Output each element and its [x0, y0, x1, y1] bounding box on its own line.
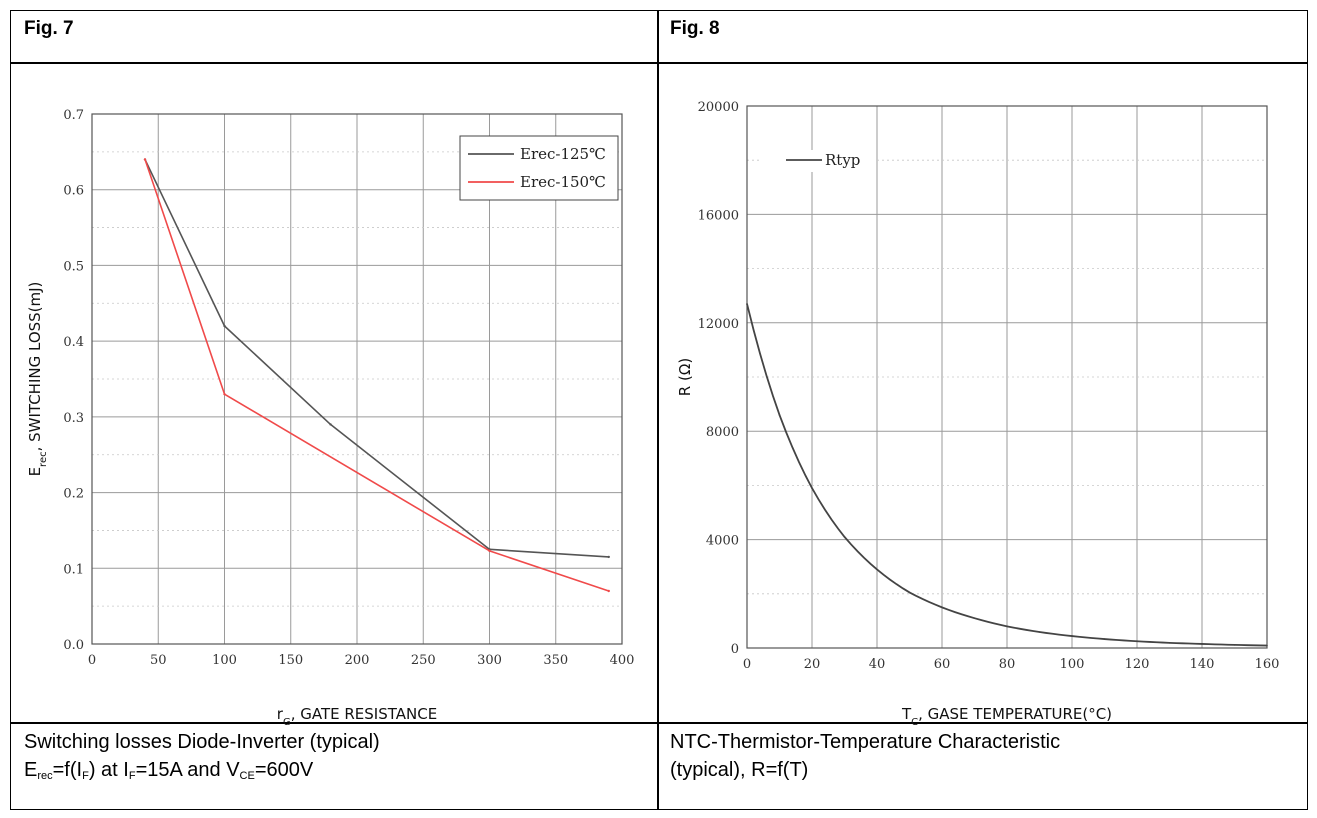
data-point — [1071, 635, 1073, 637]
legend-label: Erec-150℃ — [520, 173, 606, 191]
y-tick-label: 0.5 — [63, 259, 84, 274]
fig8-caption: NTC-Thermistor-Temperature Characteristi… — [670, 728, 1060, 784]
data-point — [143, 158, 147, 161]
fig7-chart: 0 50 100 150 200 250 300 350 400 0.0 0.1 0.2 0.3 0.4 0… — [26, 108, 635, 728]
fig8-title: Fig. 8 — [670, 18, 720, 39]
x-tick-label: 20 — [804, 657, 821, 672]
data-point — [607, 589, 610, 593]
fig7-caption: Switching losses Diode-Inverter (typical… — [24, 728, 380, 790]
y-tick-label: 4000 — [706, 534, 739, 549]
y-axis-label: R (Ω) — [676, 358, 694, 396]
y-tick-label: 0.7 — [63, 108, 84, 123]
x-tick-label: 160 — [1255, 657, 1280, 672]
fig8-chart: 0 20 40 60 80 100 120 140 160 0 4000 8000 12000 16000… — [676, 100, 1280, 728]
legend: Rtyp — [760, 150, 874, 172]
x-tick-label: 300 — [477, 653, 502, 668]
data-point — [973, 617, 976, 619]
x-tick-label: 150 — [278, 653, 303, 668]
y-tick-label: 12000 — [698, 317, 739, 332]
data-point — [223, 324, 226, 328]
data-point — [778, 414, 781, 416]
x-tick-label: 120 — [1125, 657, 1150, 672]
x-tick-label: 140 — [1190, 657, 1215, 672]
data-point — [811, 487, 813, 489]
y-tick-label: 0.2 — [63, 487, 84, 502]
x-tick-label: 0 — [743, 657, 751, 672]
legend-label: Rtyp — [825, 151, 860, 169]
y-tick-label: 0.1 — [63, 562, 84, 577]
y-tick-label: 0.4 — [63, 335, 84, 350]
x-tick-label: 50 — [150, 653, 167, 668]
x-tick-label: 200 — [345, 653, 370, 668]
y-tick-label: 0.6 — [63, 184, 84, 199]
x-tick-label: 400 — [610, 653, 635, 668]
fig7-title: Fig. 7 — [24, 18, 74, 39]
legend-box — [760, 150, 874, 172]
grid — [746, 105, 1268, 649]
data-point — [1038, 631, 1041, 633]
x-axis-label: TC, GASE TEMPERATURE(°C) — [901, 705, 1112, 728]
y-tick-label: 16000 — [698, 208, 739, 223]
x-tick-label: 350 — [543, 653, 568, 668]
data-point — [843, 536, 846, 538]
legend: Erec-125℃ Erec-150℃ — [459, 135, 619, 201]
series-line-erec-125- — [144, 159, 609, 558]
data-point — [876, 568, 878, 571]
data-point — [1266, 644, 1268, 647]
fig8-caption-line1: NTC-Thermistor-Temperature Characteristi… — [670, 731, 1061, 753]
data-point — [1103, 638, 1106, 640]
y-tick-label: 0 — [731, 642, 739, 657]
x-tick-label: 80 — [999, 657, 1016, 672]
data-point — [908, 591, 911, 594]
data-point — [1201, 643, 1203, 645]
legend-box — [459, 135, 619, 201]
panel-divider — [657, 10, 659, 810]
x-tick-label: 250 — [411, 653, 436, 668]
y-tick-label: 20000 — [698, 100, 739, 115]
legend-label: Erec-125℃ — [520, 145, 606, 163]
data-point — [1233, 644, 1236, 646]
x-axis-label: rG, GATE RESISTANCE — [277, 705, 437, 728]
x-tick-label: 100 — [1060, 657, 1085, 672]
x-tick-label: 40 — [869, 657, 886, 672]
title-row-divider — [10, 62, 1308, 64]
figure-frame — [10, 10, 1308, 810]
caption-row-divider — [10, 722, 1308, 724]
y-tick-label: 0.3 — [63, 411, 84, 426]
plot-area — [91, 113, 623, 645]
fig7-caption-line1: Switching losses Diode-Inverter (typical… — [24, 731, 380, 753]
x-tick-label: 0 — [88, 653, 96, 668]
x-tick-label: 60 — [934, 657, 951, 672]
data-point — [607, 555, 610, 559]
data-point — [223, 392, 226, 396]
plot-area — [746, 105, 1268, 649]
fig8-caption-line2: (typical), R=f(T) — [670, 759, 809, 781]
data-point — [1006, 625, 1008, 628]
data-point — [329, 423, 332, 426]
fig7-caption-line2: Erec=f(IF) at IF=15A and VCE=600V — [24, 759, 314, 782]
series-line-erec-150- — [144, 159, 610, 592]
x-tick-label: 100 — [212, 653, 237, 668]
data-point — [1168, 642, 1171, 644]
data-point — [1136, 640, 1138, 643]
data-point — [746, 303, 748, 305]
data-point — [488, 549, 491, 553]
y-tick-label: 0.0 — [63, 638, 84, 653]
y-tick-label: 8000 — [706, 425, 739, 440]
y-axis-label: Erec, SWITCHING LOSS(mJ) — [26, 282, 49, 477]
data-point — [941, 606, 943, 609]
